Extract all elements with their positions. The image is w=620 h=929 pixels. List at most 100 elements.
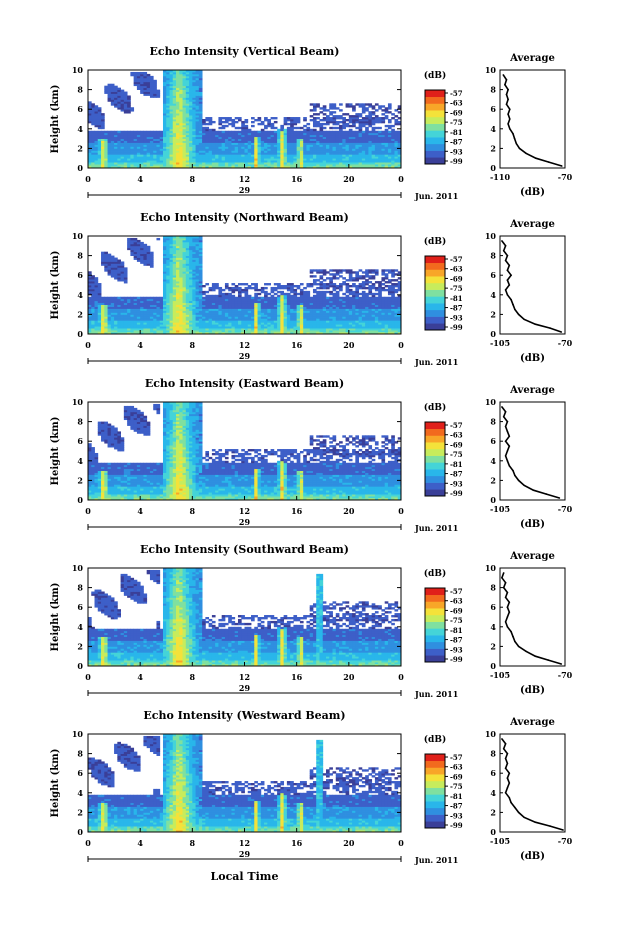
- heatmap-cell: [270, 117, 275, 120]
- heatmap-cell: [169, 275, 174, 278]
- heatmap-cell: [211, 326, 216, 329]
- heatmap-cell: [211, 134, 216, 138]
- heatmap-cell: [247, 158, 252, 161]
- heatmap-cell: [182, 294, 187, 298]
- heatmap-cell: [136, 306, 141, 309]
- heatmap-cell: [290, 160, 294, 163]
- heatmap-cell: [172, 243, 177, 247]
- heatmap-cell: [176, 154, 180, 157]
- heatmap-cell: [218, 162, 223, 165]
- colorbar-tick-label: -57: [450, 89, 463, 98]
- heatmap-cell: [97, 324, 102, 327]
- heatmap-cell: [192, 150, 196, 153]
- heatmap-cell: [166, 132, 170, 136]
- heatmap-cell: [361, 162, 366, 165]
- heatmap-cell: [352, 136, 356, 139]
- heatmap-cell: [322, 164, 327, 167]
- heatmap-cell: [172, 87, 177, 90]
- heatmap-cell: [237, 144, 242, 147]
- heatmap-cell: [176, 128, 180, 132]
- heatmap-cell: [166, 292, 170, 296]
- heatmap-cell: [244, 132, 249, 136]
- heatmap-cell: [296, 119, 301, 122]
- heatmap-cell: [348, 119, 353, 122]
- heatmap-cell: [221, 138, 226, 141]
- heatmap-cell: [172, 330, 177, 333]
- heatmap-cell: [179, 281, 183, 284]
- heatmap-cell: [286, 134, 291, 138]
- heatmap-cell: [218, 166, 223, 169]
- heatmap-cell: [117, 150, 121, 153]
- heatmap-cell: [182, 269, 187, 272]
- heatmap-cell: [101, 326, 105, 329]
- heatmap-cell: [101, 296, 105, 300]
- heatmap-cell: [172, 101, 177, 104]
- heatmap-cell: [166, 281, 170, 284]
- heatmap-cell: [166, 332, 170, 335]
- heatmap-cell: [198, 277, 203, 280]
- heatmap-cell: [277, 164, 281, 167]
- heatmap-cell: [198, 146, 203, 149]
- heatmap-cell: [208, 322, 213, 325]
- heatmap-cell: [208, 134, 213, 138]
- heatmap-cell: [172, 154, 177, 157]
- panel-1: Echo Intensity (Vertical Beam)0246810Hei…: [50, 45, 573, 201]
- heatmap-cell: [224, 328, 229, 331]
- heatmap-cell: [234, 296, 239, 300]
- heatmap-cell: [185, 312, 190, 315]
- heatmap-cell: [286, 148, 291, 151]
- heatmap-cell: [172, 308, 177, 311]
- heatmap-cell: [185, 105, 190, 108]
- heatmap-cell: [117, 97, 121, 100]
- heatmap-cell: [169, 300, 174, 304]
- heatmap-cell: [149, 251, 154, 255]
- heatmap-cell: [361, 158, 366, 161]
- heatmap-cell: [179, 117, 183, 120]
- heatmap-cell: [169, 103, 174, 106]
- heatmap-cell: [94, 158, 99, 161]
- heatmap-cell: [247, 140, 252, 143]
- colorbar-swatch: [425, 157, 445, 165]
- heatmap-cell: [296, 160, 301, 163]
- heatmap-cell: [162, 253, 167, 256]
- heatmap-cell: [117, 140, 121, 143]
- heatmap-cell: [221, 316, 226, 319]
- heatmap-cell: [136, 164, 141, 167]
- heatmap-cell: [130, 109, 135, 112]
- heatmap-cell: [123, 298, 128, 302]
- heatmap-cell: [117, 318, 121, 321]
- heatmap-cell: [355, 119, 360, 122]
- heatmap-cell: [120, 324, 125, 327]
- heatmap-cell: [114, 105, 118, 108]
- heatmap-cell: [316, 160, 320, 163]
- heatmap-cell: [166, 146, 170, 149]
- heatmap-cell: [166, 283, 170, 286]
- avg-y-tick-label: 6: [490, 104, 496, 114]
- heatmap-cell: [172, 269, 177, 272]
- heatmap-cell: [224, 308, 229, 311]
- heatmap-cell: [244, 156, 249, 159]
- heatmap-cell: [101, 158, 105, 161]
- heatmap-cell: [381, 105, 386, 108]
- heatmap-cell: [104, 160, 108, 163]
- heatmap-cell: [153, 330, 157, 333]
- heatmap-cell: [101, 152, 105, 155]
- heatmap-cell: [198, 294, 203, 298]
- heatmap-cell: [316, 142, 320, 145]
- heatmap-cell: [192, 261, 196, 264]
- heatmap-cell: [198, 263, 203, 266]
- heatmap-cell: [156, 318, 161, 321]
- heatmap-cell: [322, 162, 327, 165]
- heatmap-cell: [182, 99, 187, 102]
- heatmap-cell: [326, 158, 330, 161]
- heatmap-cell: [117, 279, 121, 282]
- heatmap-cell: [319, 152, 324, 155]
- heatmap-cell: [146, 83, 151, 87]
- heatmap-cell: [299, 126, 304, 130]
- heatmap-cell: [195, 105, 200, 108]
- heatmap-cell: [162, 115, 167, 118]
- heatmap-cell: [381, 166, 386, 169]
- heatmap-cell: [322, 144, 327, 147]
- heatmap-cell: [182, 312, 187, 315]
- heatmap-cell: [140, 249, 144, 253]
